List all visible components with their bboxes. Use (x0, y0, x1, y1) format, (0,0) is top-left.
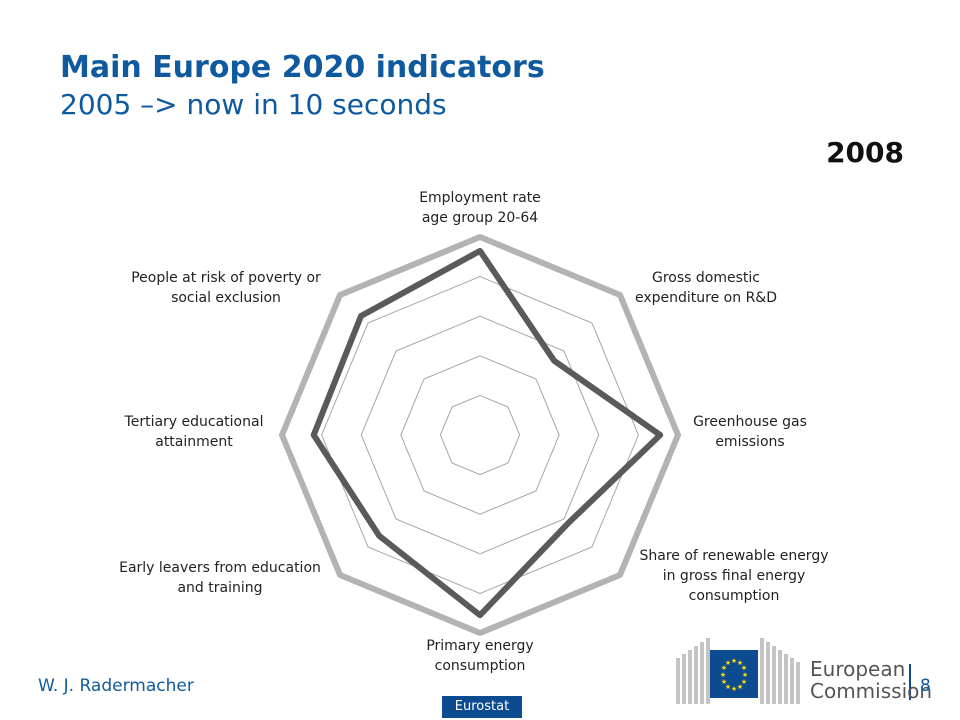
svg-text:★: ★ (731, 657, 737, 665)
svg-text:★: ★ (737, 683, 743, 691)
svg-text:★: ★ (742, 671, 748, 679)
svg-text:★: ★ (731, 685, 737, 693)
author-name: W. J. Radermacher (38, 676, 194, 696)
page-number: 8 (920, 676, 931, 696)
year-indicator: 2008 (826, 136, 904, 169)
european-commission-logo: ★ ★★ ★★★ ★★★ ★★★ (676, 638, 911, 704)
axis-label: Tertiary educational attainment (124, 414, 264, 450)
svg-text:★: ★ (725, 683, 731, 691)
axis-label: Early leavers from education and training (119, 560, 321, 596)
svg-text:★: ★ (721, 664, 727, 672)
axis-label: Gross domestic expenditure on R&D (635, 270, 777, 306)
series-line-0 (279, 234, 681, 636)
source-badge: Eurostat (442, 696, 522, 718)
svg-text:★: ★ (737, 659, 743, 667)
svg-text:★: ★ (720, 671, 726, 679)
grid-ring (400, 355, 560, 515)
series-line-1 (310, 247, 664, 619)
axis-label: Greenhouse gas emissions (693, 414, 807, 450)
grid-ring (439, 394, 521, 476)
european-commission-wordmark: European Commission (810, 657, 933, 703)
slide-subtitle: 2005 –> now in 10 seconds (60, 88, 447, 121)
svg-text:★: ★ (725, 659, 731, 667)
svg-text:★: ★ (741, 678, 747, 686)
svg-text:★: ★ (741, 664, 747, 672)
grid-ring (360, 315, 600, 555)
axis-label: Primary energy consumption (426, 638, 534, 674)
grid-ring (321, 276, 639, 594)
slide-title: Main Europe 2020 indicators (60, 50, 545, 85)
axis-label: Share of renewable energy in gross final … (639, 548, 829, 604)
svg-text:★: ★ (721, 678, 727, 686)
axis-label: Employment rate age group 20-64 (419, 190, 541, 226)
axis-label: People at risk of poverty or social exclu… (131, 270, 321, 306)
